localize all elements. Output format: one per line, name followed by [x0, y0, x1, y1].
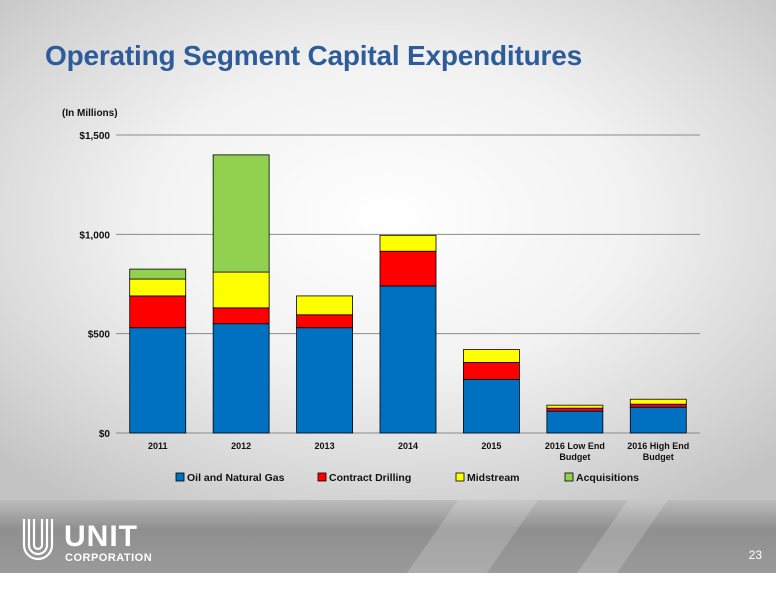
bar-segment: [463, 349, 520, 363]
stacked-bar-chart: $0 $500 $1,000 $1,500 2011 2012 2013 2014 2015 20…: [79, 131, 700, 484]
bar-segment: [463, 378, 520, 434]
bar-segment: [546, 407, 604, 412]
x-tick-label: 2016 Low End: [545, 441, 605, 451]
y-tick-label: $500: [88, 330, 111, 341]
x-tick-label: 2011: [148, 441, 168, 451]
bar-segment: [629, 403, 687, 408]
footer-band: [0, 500, 776, 573]
legend-label: Acquisitions: [576, 472, 639, 484]
bar-segment: [546, 410, 604, 434]
bar-segment: [296, 295, 353, 316]
legend-swatch: [564, 472, 574, 482]
y-tick-label: $0: [99, 429, 111, 440]
page-number: 23: [748, 548, 762, 562]
bar-segment: [546, 404, 604, 409]
bar-segment: [379, 250, 437, 287]
bar-segment: [629, 398, 687, 405]
bar-segment: [129, 278, 187, 297]
bar-segment: [129, 295, 187, 329]
legend-swatch: [317, 472, 327, 482]
x-tick-label: 2012: [231, 441, 251, 451]
unit-corporation-logo: UNIT CORPORATION: [22, 519, 152, 564]
legend-label: Midstream: [467, 472, 520, 484]
bar-segment: [296, 314, 353, 329]
legend-swatch: [455, 472, 465, 482]
bar-segment: [296, 327, 353, 434]
bar-segment: [379, 234, 437, 252]
legend-swatch: [175, 472, 185, 482]
y-tick-label: $1,000: [79, 230, 110, 241]
bar-segment: [129, 268, 187, 280]
svg-text:UNIT: UNIT: [64, 520, 138, 553]
svg-text:CORPORATION: CORPORATION: [65, 552, 152, 564]
y-tick-label: $1,500: [79, 131, 110, 142]
x-tick-label: 2013: [315, 441, 335, 451]
x-tick-label: Budget: [643, 452, 674, 462]
footer-decoration: [387, 500, 553, 573]
page-title: Operating Segment Capital Expenditures: [45, 40, 582, 71]
x-tick-label: Budget: [559, 452, 590, 462]
x-tick-label: 2015: [481, 441, 501, 451]
x-tick-label: 2014: [398, 441, 418, 451]
bar-segment: [212, 271, 270, 309]
legend-label: Oil and Natural Gas: [187, 472, 285, 484]
footer-decoration: [557, 500, 683, 573]
bar-segment: [212, 323, 270, 434]
legend-label: Contract Drilling: [329, 472, 411, 484]
bar-segment: [212, 307, 270, 325]
slide-background: Operating Segment Capital Expenditures (…: [0, 0, 776, 573]
bar-segment: [629, 406, 687, 434]
x-tick-label: 2016 High End: [627, 441, 689, 451]
bar-segment: [463, 362, 520, 380]
bar-segment: [129, 327, 187, 434]
bar-segment: [379, 285, 437, 434]
units-note: (In Millions): [62, 108, 118, 119]
bar-segment: [212, 154, 270, 273]
